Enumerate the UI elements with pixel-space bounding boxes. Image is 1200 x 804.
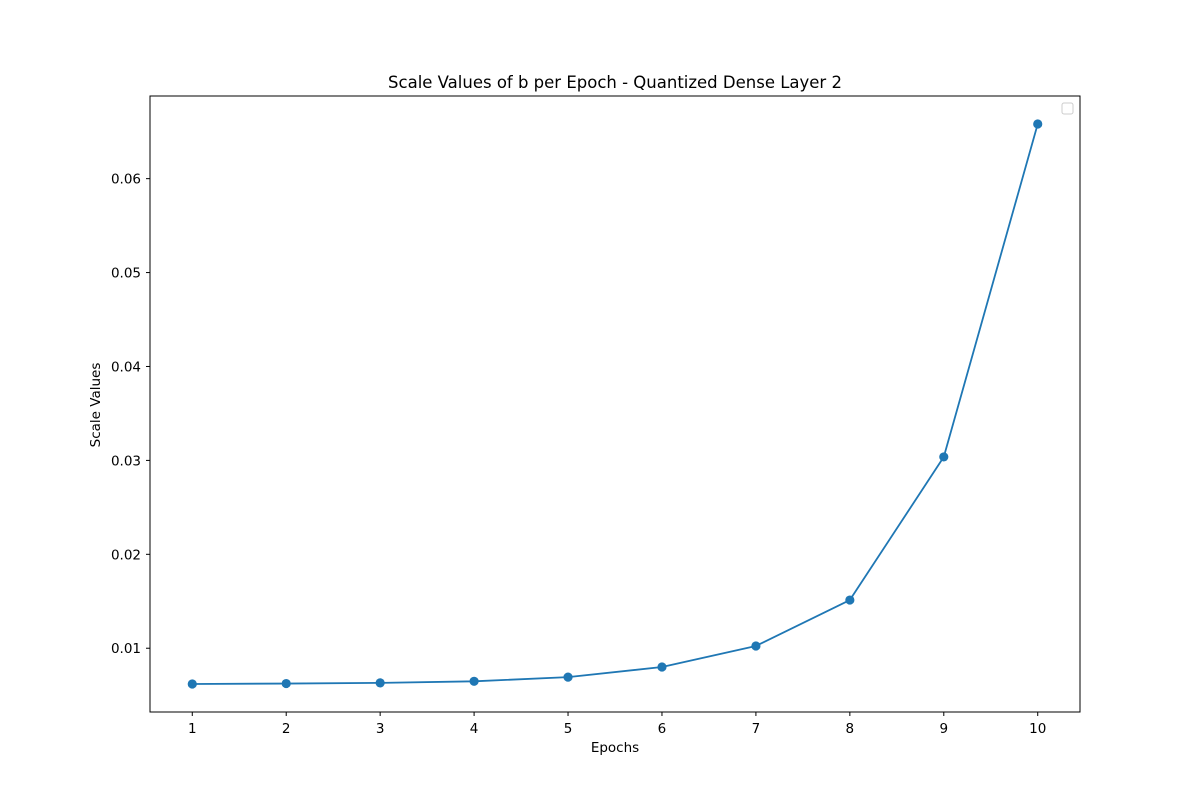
x-tick-label: 10: [1029, 721, 1046, 737]
plot-area-frame: [149, 95, 1081, 713]
data-point: [751, 641, 761, 651]
data-point: [469, 676, 479, 686]
x-axis-label: Epochs: [591, 740, 639, 756]
data-point: [281, 678, 291, 689]
y-tick-label: 0.04: [111, 359, 141, 375]
x-tick-label: 2: [282, 721, 291, 737]
y-tick-label: 0.05: [111, 266, 141, 282]
x-tick-label: 8: [846, 721, 855, 737]
y-axis-ticks: 0.01 0.02 0.03 0.04 0.05 0.06: [111, 172, 150, 657]
legend: [1061, 102, 1074, 115]
y-axis-label: Scale Values: [88, 363, 104, 448]
x-tick-label: 1: [188, 721, 197, 737]
x-tick-label: 9: [939, 721, 948, 737]
chart-title: Scale Values of b per Epoch - Quantized …: [388, 73, 842, 92]
x-tick-label: 6: [658, 721, 667, 737]
x-tick-label: 7: [752, 721, 761, 737]
x-axis-ticks: 1 2 3 4 5 6 7 8 9 10: [188, 712, 1046, 737]
data-point: [1033, 119, 1043, 129]
series-line: [192, 123, 1039, 685]
x-tick-label: 5: [564, 721, 573, 737]
y-tick-label: 0.02: [111, 547, 141, 563]
x-tick-label: 3: [376, 721, 385, 737]
y-tick-label: 0.01: [111, 641, 141, 657]
data-point: [939, 452, 949, 462]
data-point: [657, 662, 667, 672]
x-tick-label: 4: [470, 721, 479, 737]
y-tick-label: 0.03: [111, 453, 141, 469]
data-point: [375, 678, 385, 688]
data-point: [563, 672, 573, 682]
series-layer: [187, 119, 1043, 689]
legend-box: [1061, 102, 1074, 115]
data-point: [187, 679, 197, 689]
y-tick-label: 0.06: [111, 172, 141, 188]
data-point: [845, 595, 855, 605]
